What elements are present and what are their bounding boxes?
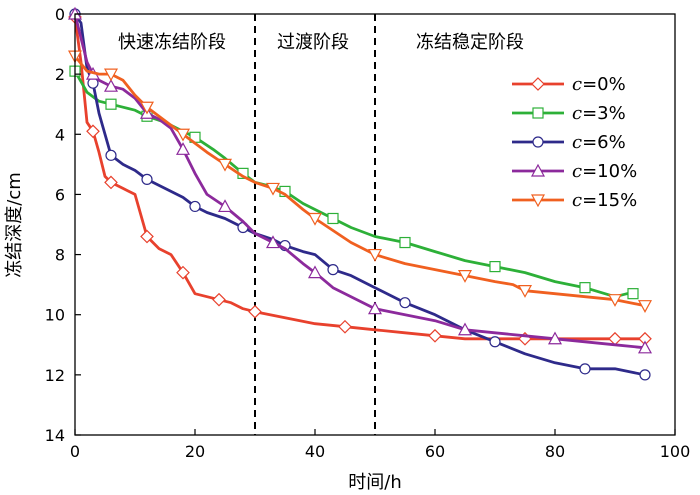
phase-divider-lines bbox=[254, 14, 376, 435]
data-point bbox=[176, 265, 190, 280]
legend-label: c=0% bbox=[572, 74, 626, 95]
legend-label: c=6% bbox=[572, 132, 626, 153]
data-point bbox=[139, 101, 155, 115]
series-layer bbox=[67, 6, 653, 381]
y-tick-label: 12 bbox=[45, 366, 65, 385]
data-point bbox=[517, 285, 533, 298]
x-tick-label: 20 bbox=[185, 442, 205, 461]
data-point bbox=[175, 142, 191, 155]
data-point bbox=[265, 235, 281, 249]
legend-label: c=10% bbox=[572, 161, 637, 182]
series-line bbox=[73, 55, 646, 308]
y-tick-label: 4 bbox=[55, 125, 65, 144]
data-point bbox=[217, 199, 233, 213]
data-point bbox=[399, 236, 411, 249]
data-point bbox=[579, 282, 591, 294]
x-tick-label: 40 bbox=[305, 442, 325, 461]
phase-label-rapid-freezing: 快速冻结阶段 bbox=[118, 32, 226, 53]
legend: c=0% c=3% c=6% c=10% c=15% bbox=[512, 74, 637, 211]
legend-item: c=10% bbox=[512, 161, 637, 182]
legend-item: c=6% bbox=[512, 132, 626, 153]
y-tick-label: 6 bbox=[55, 185, 65, 204]
data-point bbox=[457, 322, 473, 336]
data-point bbox=[141, 173, 153, 185]
data-point bbox=[637, 340, 653, 354]
data-point bbox=[105, 149, 117, 161]
data-point bbox=[639, 369, 651, 381]
data-point bbox=[532, 107, 544, 119]
data-point bbox=[86, 124, 100, 139]
data-point bbox=[307, 212, 323, 226]
series-line bbox=[73, 13, 646, 377]
legend-label: c=3% bbox=[572, 103, 626, 124]
data-point bbox=[627, 288, 639, 300]
phase-label-stable-freezing: 冻结稳定阶段 bbox=[416, 32, 524, 53]
data-point bbox=[489, 336, 501, 348]
data-point bbox=[530, 163, 546, 177]
data-point bbox=[579, 363, 591, 375]
x-tick-label: 60 bbox=[425, 442, 445, 461]
series-line bbox=[73, 13, 646, 350]
data-point bbox=[105, 98, 117, 110]
data-point bbox=[367, 248, 383, 262]
x-tick-label: 100 bbox=[660, 442, 691, 461]
data-point bbox=[189, 200, 201, 213]
legend-item: c=0% bbox=[512, 74, 626, 95]
data-point bbox=[103, 68, 119, 82]
data-point bbox=[547, 331, 563, 345]
data-point bbox=[530, 194, 546, 208]
tick-labels: 0 20 40 60 80 100 0 2 4 6 8 10 12 14 bbox=[45, 5, 691, 461]
y-tick-label: 14 bbox=[45, 426, 65, 445]
data-point bbox=[103, 78, 119, 92]
data-point bbox=[175, 128, 191, 142]
data-point bbox=[327, 212, 339, 225]
phase-label-transition: 过渡阶段 bbox=[277, 32, 349, 53]
data-point bbox=[428, 328, 442, 343]
y-axis-label: 冻结深度/cm bbox=[4, 172, 25, 278]
data-point bbox=[265, 182, 281, 196]
data-point bbox=[338, 319, 352, 334]
data-point bbox=[457, 270, 473, 283]
data-point bbox=[637, 300, 653, 313]
data-point bbox=[367, 301, 383, 315]
series-c-10- bbox=[67, 6, 653, 354]
series-c-6- bbox=[69, 8, 651, 381]
x-tick-label: 80 bbox=[545, 442, 565, 461]
legend-item: c=3% bbox=[512, 103, 626, 124]
data-point bbox=[307, 265, 323, 279]
y-tick-label: 8 bbox=[55, 246, 65, 265]
data-point bbox=[399, 297, 411, 309]
data-point bbox=[327, 264, 339, 276]
legend-label: c=15% bbox=[572, 190, 637, 211]
legend-item: c=15% bbox=[512, 190, 637, 211]
y-tick-label: 10 bbox=[45, 306, 65, 325]
axes bbox=[74, 13, 676, 436]
series-line bbox=[73, 16, 645, 341]
data-point bbox=[531, 77, 545, 91]
series-c-15- bbox=[67, 50, 653, 313]
data-point bbox=[140, 229, 154, 244]
y-tick-label: 2 bbox=[55, 65, 65, 84]
data-point bbox=[532, 136, 544, 148]
x-tick-label: 0 bbox=[70, 442, 80, 461]
y-tick-label: 0 bbox=[55, 5, 65, 24]
data-point bbox=[607, 294, 623, 307]
plot-area-frame bbox=[74, 13, 676, 436]
phase-labels: 快速冻结阶段 过渡阶段 冻结稳定阶段 bbox=[118, 32, 524, 53]
data-point bbox=[608, 331, 622, 346]
data-point bbox=[489, 261, 501, 273]
data-point bbox=[212, 292, 226, 307]
data-point bbox=[217, 158, 233, 172]
data-point bbox=[104, 175, 118, 190]
x-axis-label: 时间/h bbox=[348, 472, 401, 493]
data-point bbox=[248, 304, 262, 319]
